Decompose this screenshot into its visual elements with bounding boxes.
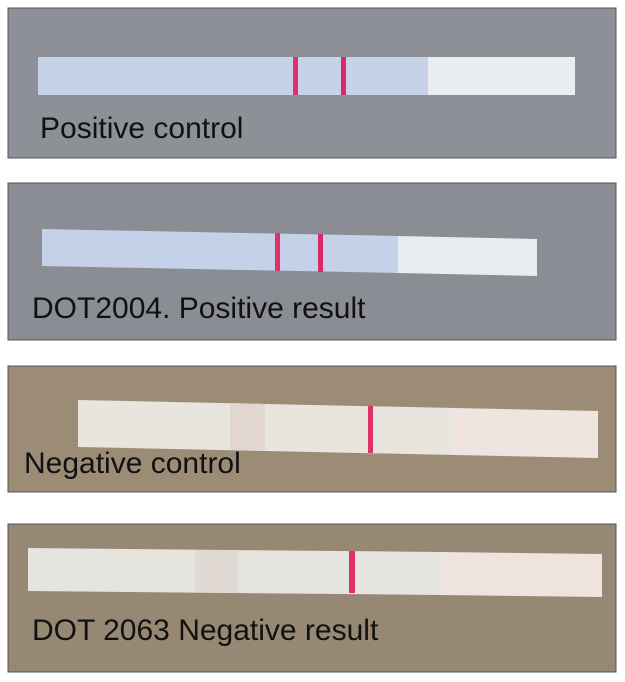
test-strip-membrane bbox=[42, 229, 398, 273]
control-line bbox=[318, 234, 323, 272]
test-strip-zone bbox=[195, 550, 238, 593]
control-line bbox=[341, 57, 346, 95]
panel-label: Positive control bbox=[40, 112, 243, 145]
panel: Positive control bbox=[7, 7, 617, 159]
test-strip-membrane bbox=[78, 400, 455, 455]
test-strip-pad bbox=[398, 236, 537, 276]
panel: DOT 2063 Negative result bbox=[7, 523, 617, 673]
test-strip-pad bbox=[428, 57, 575, 95]
panel: Negative control bbox=[7, 365, 617, 493]
test-line bbox=[275, 233, 280, 271]
panel-label: Negative control bbox=[24, 447, 241, 480]
control-line bbox=[349, 551, 355, 593]
panel-label: DOT2004. Positive result bbox=[32, 292, 366, 325]
control-line bbox=[368, 406, 373, 453]
test-strip-pad bbox=[440, 552, 602, 597]
test-strip-zone bbox=[230, 403, 265, 451]
photo-background bbox=[7, 523, 617, 673]
panel: DOT2004. Positive result bbox=[7, 182, 617, 341]
test-strip-pad bbox=[455, 408, 598, 458]
test-strip-membrane bbox=[38, 57, 428, 95]
panel-label: DOT 2063 Negative result bbox=[32, 614, 379, 647]
test-line bbox=[293, 57, 298, 95]
